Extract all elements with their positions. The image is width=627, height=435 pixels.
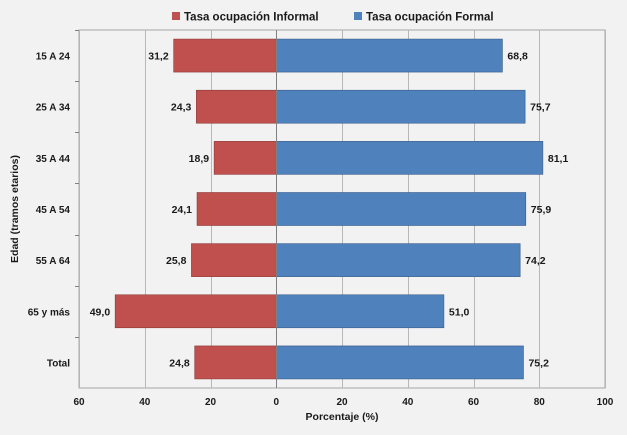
bar-formal: [275, 141, 544, 175]
data-label-formal: 51,0: [449, 306, 470, 318]
bar-formal: [275, 89, 526, 124]
data-label-informal: 24,8: [169, 357, 190, 369]
data-label-formal: 75,2: [528, 357, 549, 369]
y-category-label: 65 y más: [28, 307, 71, 318]
legend-label: Tasa ocupación Informal: [184, 12, 319, 24]
bar-informal: [194, 345, 277, 380]
bar-informal: [213, 141, 277, 175]
legend: Tasa ocupación Informal Tasa ocupación Fo…: [172, 12, 494, 24]
y-category-label: 45 A 54: [36, 205, 71, 216]
bar-formal: [275, 345, 524, 380]
x-tick-label: 40: [139, 397, 151, 408]
data-label-informal: 18,9: [189, 153, 210, 165]
bar-formal: [275, 243, 521, 277]
data-label-informal: 49,0: [90, 306, 111, 318]
y-category-label: Total: [47, 358, 70, 369]
axes-group: 60 40 20 0 20 40 60 80 100 15 A 24 25 A 34 35 A 44 4…: [28, 30, 614, 408]
x-tick-label: 20: [336, 397, 348, 408]
x-tick-label: 80: [534, 397, 546, 408]
x-tick-label: 0: [273, 397, 279, 408]
bar-formal: [275, 294, 445, 329]
y-axis-title: Edad (tramos etarios): [9, 155, 21, 263]
x-tick-label: 100: [597, 397, 614, 408]
data-labels-group: 31,2 68,8 24,3 75,7 18,9 81,1 24,1 75,9 25,8 74,2…: [90, 51, 569, 370]
y-category-label: 15 A 24: [36, 52, 71, 63]
bar-informal: [114, 294, 277, 329]
data-label-formal: 75,9: [531, 204, 552, 216]
bar-informal: [196, 89, 277, 124]
x-tick-label: 60: [468, 397, 480, 408]
data-label-informal: 31,2: [148, 51, 169, 63]
data-label-formal: 74,2: [525, 255, 546, 267]
x-tick-label: 60: [73, 397, 85, 408]
x-tick-label: 40: [402, 397, 414, 408]
bar-formal: [275, 38, 503, 73]
data-label-informal: 24,3: [171, 102, 192, 114]
legend-label: Tasa ocupación Formal: [366, 12, 494, 24]
x-tick-label: 20: [205, 397, 217, 408]
y-category-label: 25 A 34: [36, 103, 71, 114]
data-label-formal: 68,8: [507, 51, 528, 63]
y-category-label: 35 A 44: [36, 154, 71, 165]
data-label-formal: 81,1: [548, 153, 569, 165]
bar-informal: [173, 38, 277, 73]
x-axis-title: Porcentaje (%): [306, 411, 379, 423]
bar-informal: [196, 192, 277, 226]
bar-formal: [275, 192, 527, 226]
bars-group: [114, 38, 544, 380]
data-label-formal: 75,7: [530, 102, 551, 114]
legend-swatch: [172, 12, 180, 20]
y-category-label: 55 A 64: [36, 256, 71, 267]
legend-swatch: [354, 12, 362, 20]
data-label-informal: 24,1: [172, 204, 193, 216]
bar-informal: [191, 243, 277, 277]
data-label-informal: 25,8: [166, 255, 187, 267]
